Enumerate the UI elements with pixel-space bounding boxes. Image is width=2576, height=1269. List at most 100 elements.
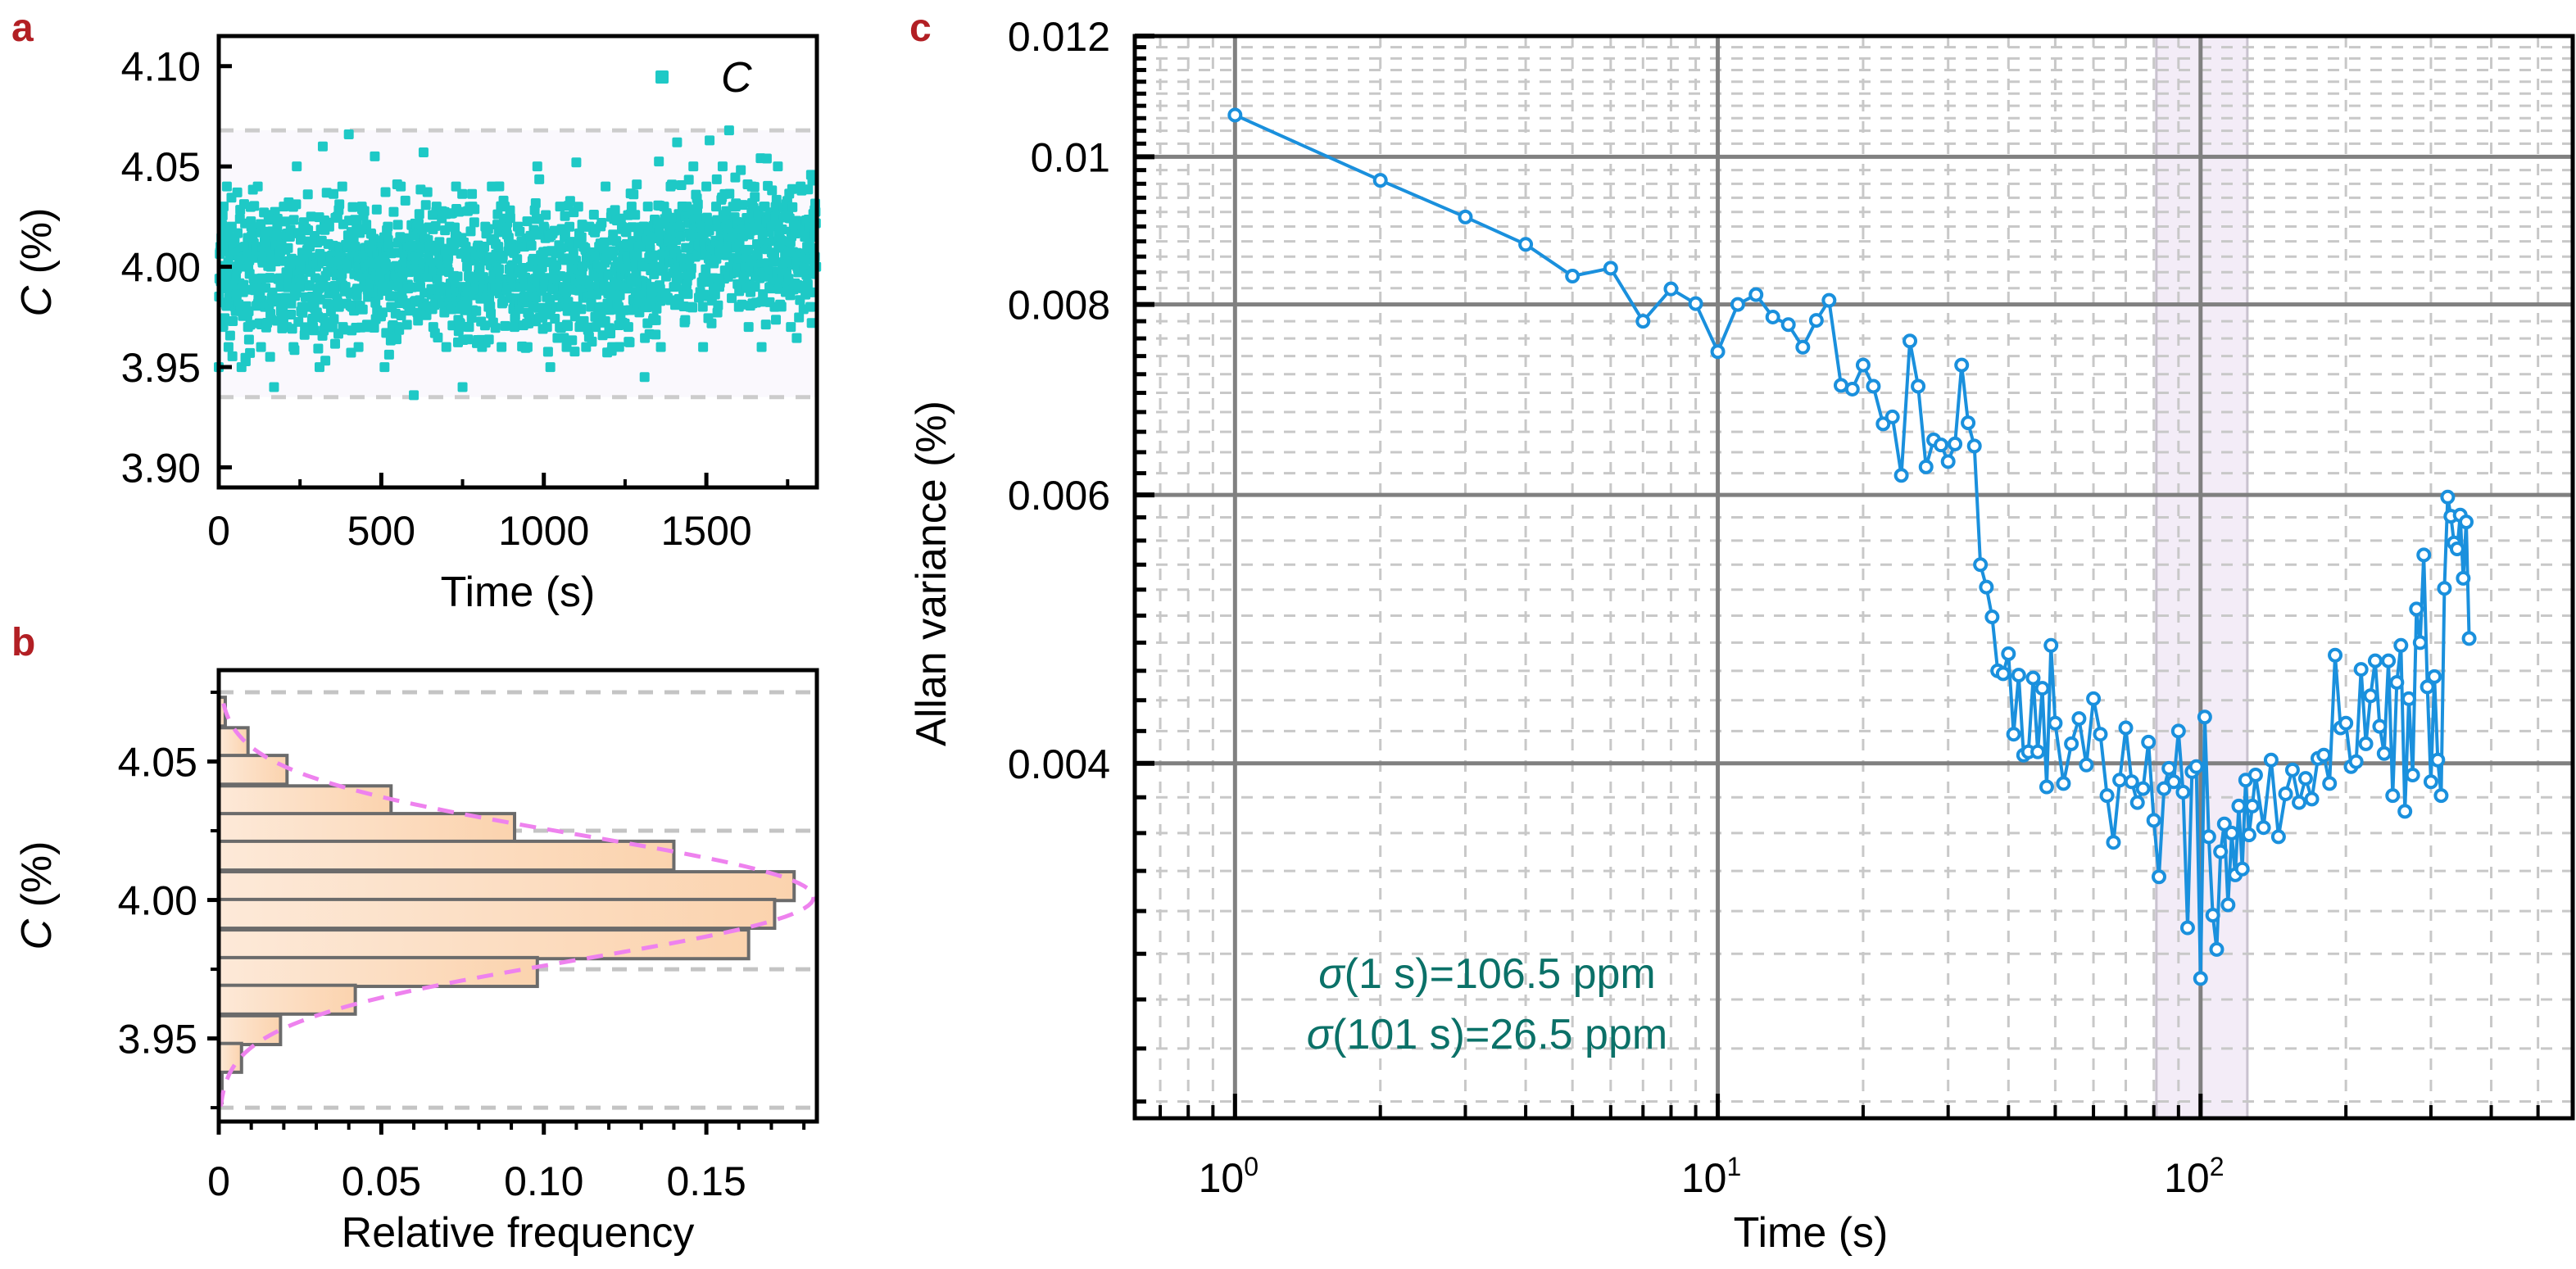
data-point <box>2256 820 2271 836</box>
data-point <box>392 334 402 345</box>
data-point <box>2011 668 2026 683</box>
data-point <box>2220 897 2236 913</box>
data-point <box>2141 734 2156 750</box>
data-point <box>2244 798 2260 814</box>
data-point <box>2213 844 2229 859</box>
data-point <box>286 310 297 320</box>
data-point <box>2216 816 2232 832</box>
data-point <box>370 297 381 308</box>
data-point <box>642 202 653 212</box>
data-point <box>464 322 474 333</box>
histogram-bar <box>217 955 539 989</box>
data-point <box>346 347 356 358</box>
histogram-bar <box>217 1013 283 1047</box>
data-point <box>1808 313 1824 329</box>
data-point <box>388 206 399 217</box>
y-tick-label: 4.00 <box>118 878 197 924</box>
data-point <box>2338 715 2354 731</box>
data-point <box>2079 757 2094 773</box>
data-point <box>587 336 597 347</box>
data-point <box>626 202 637 212</box>
data-point <box>1518 237 1534 252</box>
y-tick-label: 4.10 <box>121 44 201 90</box>
data-point <box>545 362 556 373</box>
y-axis-label: C (%) <box>13 841 61 950</box>
x-tick-label: 100 <box>1199 1152 1259 1201</box>
data-point <box>2241 827 2256 843</box>
data-point <box>2170 723 2186 739</box>
x-tick-label: 500 <box>347 508 415 554</box>
data-point <box>1973 557 1989 573</box>
annotation-text: (1 s)=106.5 ppm <box>1345 950 1656 998</box>
data-point <box>769 251 780 261</box>
data-point <box>483 334 494 345</box>
data-point <box>1458 209 1473 224</box>
data-point <box>651 329 661 340</box>
data-point <box>320 356 331 366</box>
data-point <box>771 315 782 325</box>
data-point <box>787 184 797 194</box>
data-point <box>1603 261 1618 276</box>
data-point <box>807 175 818 186</box>
y-axis-label: Allan variance (%) <box>908 401 955 746</box>
data-point <box>545 294 556 305</box>
data-point <box>803 184 814 195</box>
x-tick-label: 0 <box>207 1158 230 1204</box>
data-point <box>2367 653 2383 668</box>
data-point <box>542 322 552 333</box>
data-point <box>256 342 266 352</box>
data-point <box>346 227 356 238</box>
data-point <box>1984 610 2000 625</box>
x-axis-label: Relative frequency <box>342 1209 695 1257</box>
data-point <box>1948 436 1963 451</box>
data-point <box>2449 542 2465 557</box>
data-point <box>2412 635 2428 650</box>
data-point <box>407 282 418 292</box>
data-point <box>750 282 760 292</box>
y-tick-label: 0.004 <box>1008 741 1110 787</box>
data-point <box>737 299 747 310</box>
data-point <box>278 304 288 315</box>
data-point <box>279 216 290 227</box>
data-point <box>2433 788 2449 804</box>
data-point <box>396 181 406 192</box>
data-point <box>497 342 507 352</box>
data-point <box>610 205 620 215</box>
data-point <box>556 242 567 253</box>
data-point <box>752 250 763 261</box>
data-point <box>249 201 260 211</box>
data-point <box>396 310 406 320</box>
data-point <box>667 179 678 190</box>
data-point <box>377 307 388 318</box>
tick-exponent: 0 <box>1244 1152 1259 1181</box>
data-point <box>457 382 468 392</box>
data-point <box>338 324 349 335</box>
data-point <box>243 306 254 317</box>
data-point <box>2043 637 2059 653</box>
data-point <box>1934 437 1949 453</box>
data-point <box>569 347 580 357</box>
data-point <box>565 221 575 232</box>
data-point <box>688 161 699 172</box>
y-tick-label: 3.90 <box>121 446 201 492</box>
data-point <box>2358 736 2374 751</box>
data-point <box>295 234 306 245</box>
data-point <box>2427 668 2442 684</box>
x-tick-label: 102 <box>2164 1152 2224 1201</box>
histogram-bar <box>217 754 289 786</box>
data-point <box>2437 581 2452 596</box>
data-point <box>2224 825 2239 841</box>
data-point <box>371 204 382 215</box>
histogram-bar <box>217 1041 243 1074</box>
data-point <box>1227 107 1243 123</box>
y-axis-label-symbol: C <box>13 918 61 949</box>
data-point <box>1995 666 2011 682</box>
data-point <box>309 325 320 336</box>
grid-lines <box>1135 36 2573 1118</box>
data-point <box>334 199 345 210</box>
data-point <box>2461 631 2477 646</box>
data-point <box>560 229 570 240</box>
data-point <box>624 337 635 347</box>
data-point <box>673 293 684 304</box>
y-tick-label: 0.01 <box>1031 134 1110 180</box>
